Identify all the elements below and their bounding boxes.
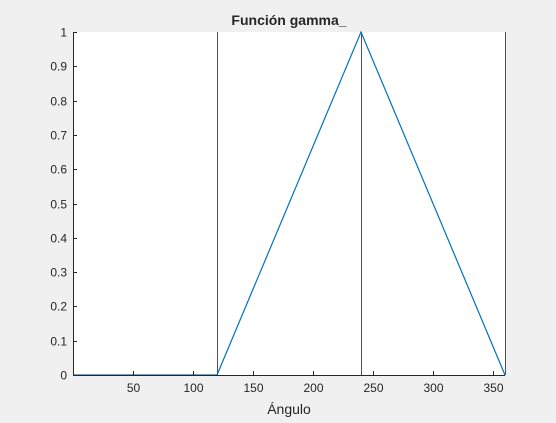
y-tick-label: 0.1 — [50, 335, 67, 349]
y-tick-label: 0.6 — [50, 163, 67, 177]
y-tick-label: 0.7 — [50, 129, 67, 143]
y-tick-label: 0.8 — [50, 95, 67, 109]
chart-title: Función gamma_ — [231, 12, 346, 28]
y-tick-label: 0.2 — [50, 300, 67, 314]
y-tick-label: 0.9 — [50, 60, 67, 74]
x-tick-label: 100 — [183, 381, 203, 395]
x-tick-label: 50 — [127, 381, 141, 395]
x-tick-label: 250 — [363, 381, 383, 395]
x-tick-label: 200 — [303, 381, 323, 395]
x-tick-label: 300 — [423, 381, 443, 395]
axes-layer: 50 100 150 200 250 300 350 0 0.1 0.2 0.3 0.4 0.5 0.6 0… — [50, 26, 505, 395]
x-axis-label: Ángulo — [267, 401, 311, 417]
y-tick-label: 0.3 — [50, 266, 67, 280]
x-tick-label: 350 — [483, 381, 503, 395]
y-tick-label: 0 — [60, 369, 67, 383]
y-tick-label: 0.4 — [50, 232, 67, 246]
y-tick-label: 1 — [60, 26, 67, 40]
y-tick-label: 0.5 — [50, 198, 67, 212]
x-tick-label: 150 — [243, 381, 263, 395]
